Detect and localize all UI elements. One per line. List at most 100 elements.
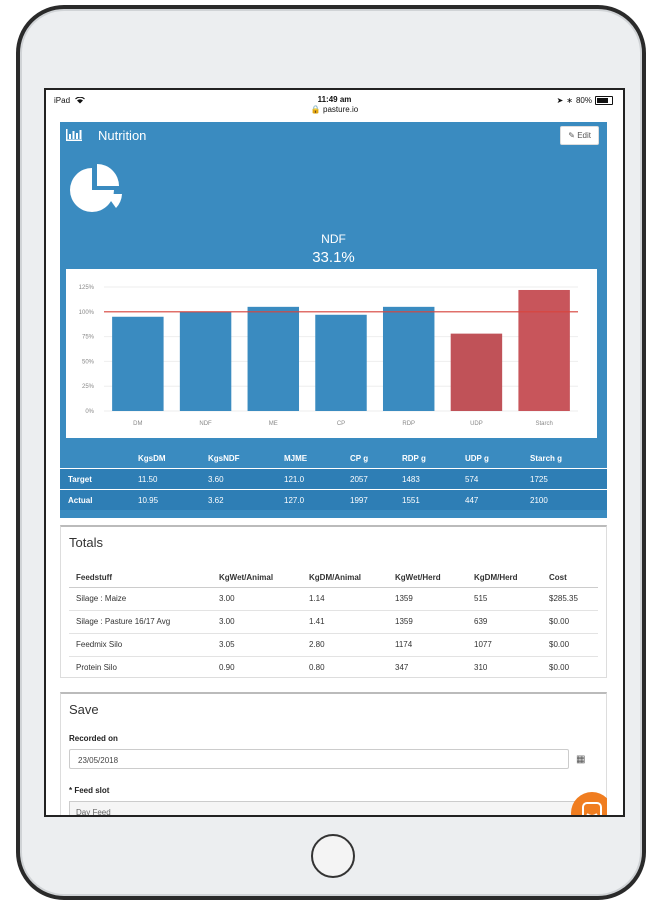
lock-icon: 🔒 — [310, 105, 321, 114]
actual-row: Actual 10.95 3.62 127.0 1997 1551 447 21… — [60, 489, 607, 510]
edit-button[interactable]: ✎ Edit — [560, 126, 599, 145]
x-tick-label: DM — [133, 421, 142, 427]
cell-feedstuff: Silage : Maize — [76, 594, 127, 603]
feed-slot-value: Day Feed — [76, 808, 111, 817]
header-kgwet-herd: KgWet/Herd — [395, 573, 441, 582]
cell-kgdm-animal: 1.14 — [309, 594, 325, 603]
header-feedstuff: Feedstuff — [76, 573, 112, 582]
carrier-label: iPad — [54, 96, 71, 105]
cell-kgwet-herd: 1174 — [395, 640, 413, 649]
header-cp: CP g — [350, 454, 369, 463]
cell-kgdm-herd: 1077 — [474, 640, 492, 649]
feed-slot-label: * Feed slot — [69, 786, 110, 795]
header-rdp: RDP g — [402, 454, 426, 463]
metric-value: 33.1% — [312, 249, 355, 266]
actual-mjme: 127.0 — [284, 496, 305, 505]
location-icon: ➤ — [556, 96, 564, 105]
calendar-icon[interactable]: ▦ — [576, 754, 586, 765]
header-kgdm-herd: KgDM/Herd — [474, 573, 518, 582]
feed-slot-select[interactable]: Day Feed ▼ — [69, 801, 597, 817]
cell-kgdm-animal: 2.80 — [309, 640, 325, 649]
save-card: Save Recorded on 23/05/2018 ▦ * Feed slo… — [60, 692, 607, 817]
actual-starch: 2100 — [530, 496, 548, 505]
x-tick-label: Starch — [535, 421, 552, 427]
totals-table: Feedstuff KgWet/Animal KgDM/Animal KgWet… — [69, 567, 598, 679]
cell-cost: $0.00 — [549, 663, 570, 672]
header-kgsndf: KgsNDF — [208, 454, 240, 463]
cell-feedstuff: Feedmix Silo — [76, 640, 123, 649]
target-kgsndf: 3.60 — [208, 475, 224, 484]
url-label: pasture.io — [323, 105, 359, 114]
actual-udp: 447 — [465, 496, 479, 505]
save-title: Save — [69, 702, 99, 717]
ipad-screen: iPad 11:49 am 🔒 pasture.io ➤ ∗ 80% Nutri… — [44, 88, 625, 817]
cell-kgwet-animal: 0.90 — [219, 663, 235, 672]
header-cost: Cost — [549, 573, 567, 582]
y-tick-label: 100% — [79, 310, 95, 316]
x-tick-label: NDF — [199, 421, 212, 427]
cell-kgdm-herd: 310 — [474, 663, 488, 672]
cell-kgwet-herd: 1359 — [395, 594, 413, 603]
cell-kgwet-animal: 3.00 — [219, 617, 235, 626]
totals-header-row: Feedstuff KgWet/Animal KgDM/Animal KgWet… — [69, 567, 598, 588]
cell-kgwet-herd: 1359 — [395, 617, 413, 626]
actual-kgsndf: 3.62 — [208, 496, 224, 505]
battery-percent: 80% — [575, 96, 592, 105]
target-kgsdm: 11.50 — [138, 475, 158, 484]
home-button[interactable] — [311, 834, 355, 878]
status-time: 11:49 am — [317, 95, 352, 104]
header-kgdm-animal: KgDM/Animal — [309, 573, 361, 582]
cell-feedstuff: Silage : Pasture 16/17 Avg — [76, 617, 171, 626]
status-bar: iPad 11:49 am 🔒 pasture.io ➤ ∗ 80% — [46, 90, 623, 122]
chat-icon — [582, 802, 602, 815]
table-row: Silage : Maize 3.00 1.14 1359 515 $285.3… — [69, 588, 598, 611]
y-tick-label: 75% — [82, 335, 95, 341]
metric-name: NDF — [321, 232, 346, 246]
recorded-on-label: Recorded on — [69, 734, 118, 743]
header-kgsdm: KgsDM — [138, 454, 166, 463]
y-tick-label: 125% — [79, 285, 95, 291]
target-rdp: 1483 — [402, 475, 420, 484]
bar-rdp — [382, 306, 435, 411]
cell-cost: $0.00 — [549, 617, 570, 626]
table-row: Protein Silo 0.90 0.80 347 310 $0.00 — [69, 657, 598, 679]
y-tick-label: 50% — [82, 359, 95, 365]
bar-starch — [518, 289, 570, 411]
bar-udp — [450, 333, 503, 411]
x-tick-label: RDP — [402, 421, 415, 427]
cell-kgdm-herd: 639 — [474, 617, 488, 626]
cell-kgwet-animal: 3.05 — [219, 640, 235, 649]
x-tick-label: CP — [337, 421, 345, 427]
y-tick-label: 0% — [85, 409, 94, 415]
target-cp: 2057 — [350, 475, 368, 484]
header-starch: Starch g — [530, 454, 563, 463]
bar-ndf — [179, 311, 232, 411]
header-udp: UDP g — [465, 454, 489, 463]
bluetooth-icon: ∗ — [566, 96, 573, 105]
table-row: Feedmix Silo 3.05 2.80 1174 1077 $0.00 — [69, 634, 598, 657]
cell-kgdm-herd: 515 — [474, 594, 488, 603]
recorded-on-field[interactable]: 23/05/2018 — [69, 749, 569, 769]
nutrition-chart: 0% 25% 50% 75% 100% 125% DM NDF ME CP RDP UDP Starch — [66, 269, 597, 438]
x-tick-label: ME — [269, 421, 278, 427]
bar-chart-icon — [66, 129, 82, 141]
row-label: Actual — [68, 496, 93, 505]
page-content[interactable]: Nutrition ✎ Edit NDF 33.1% 0% 25% 50% 75% 10… — [60, 122, 607, 817]
targets-table-header: KgsDM KgsNDF MJME CP g RDP g UDP g Starc… — [60, 448, 607, 468]
bar-me — [247, 306, 300, 411]
actual-cp: 1997 — [350, 496, 368, 505]
cell-cost: $285.35 — [549, 594, 578, 603]
actual-rdp: 1551 — [402, 496, 420, 505]
pie-chart-icon — [70, 164, 122, 212]
cell-kgdm-animal: 1.41 — [309, 617, 325, 626]
bar-cp — [315, 314, 367, 411]
totals-card: Totals Feedstuff KgWet/Animal KgDM/Anima… — [60, 525, 607, 678]
chat-button[interactable] — [571, 792, 607, 815]
battery-icon — [595, 96, 613, 105]
edit-icon: ✎ — [568, 131, 575, 140]
x-tick-label: UDP — [470, 421, 483, 427]
cell-kgdm-animal: 0.80 — [309, 663, 325, 672]
cell-kgwet-animal: 3.00 — [219, 594, 235, 603]
header-mjme: MJME — [284, 454, 308, 463]
target-mjme: 121.0 — [284, 475, 305, 484]
